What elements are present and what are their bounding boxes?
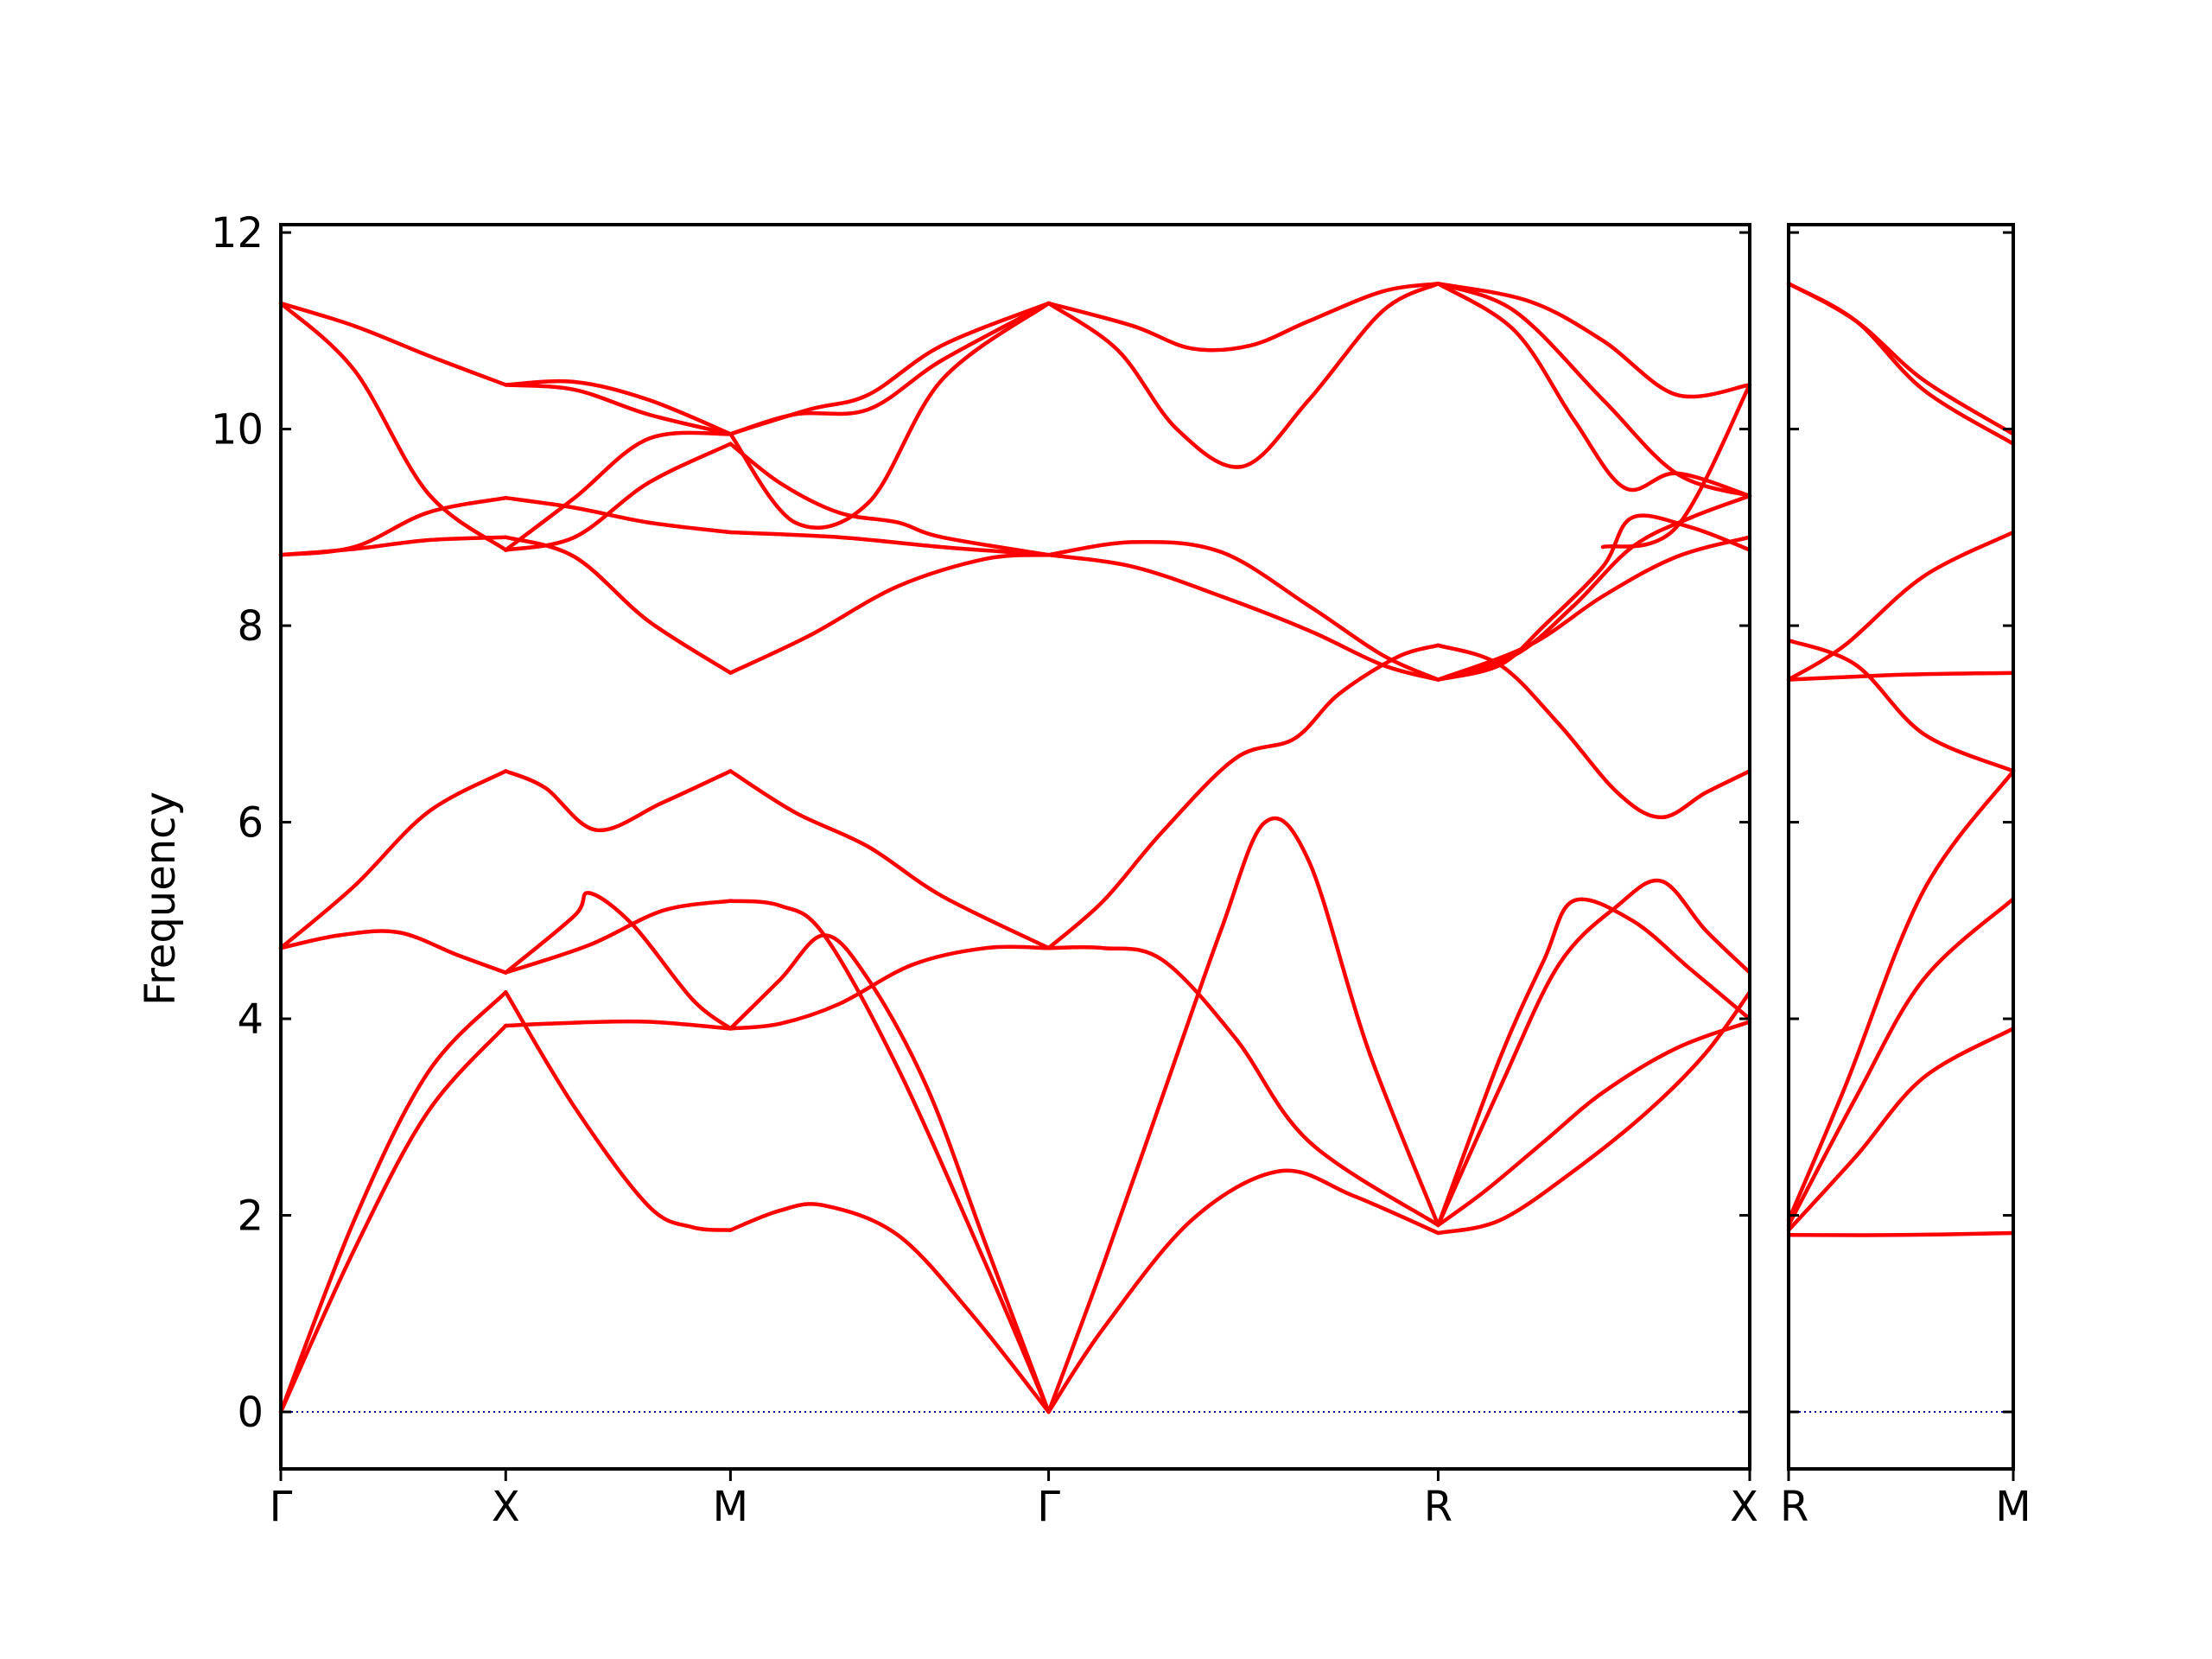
phonon-band-main-4 xyxy=(1436,1020,1752,1228)
phonon-band-main-26 xyxy=(1046,539,1440,682)
y-tick-label: 12 xyxy=(211,209,264,257)
phonon-band-main-24 xyxy=(504,535,733,675)
phonon-band-main-13 xyxy=(1046,816,1440,1414)
phonon-band-main-28 xyxy=(278,495,508,557)
phonon-band-main-30 xyxy=(728,530,1051,557)
phonon-band-right-6 xyxy=(1786,530,2016,682)
phonon-band-main-12 xyxy=(728,899,1051,1414)
phonon-band-main-46 xyxy=(504,378,733,436)
phonon-band-right-4 xyxy=(1786,638,2016,773)
x-tick-label: Γ xyxy=(270,1483,293,1531)
phonon-band-main-8 xyxy=(1046,1168,1440,1414)
phonon-band-main-48 xyxy=(1436,281,1752,499)
y-tick-label: 0 xyxy=(237,1389,264,1437)
phonon-band-main-9 xyxy=(1436,990,1752,1236)
phonon-band-main-1 xyxy=(504,1019,733,1031)
phonon-band-right-0 xyxy=(1786,1230,2016,1237)
x-tick-label: X xyxy=(492,1483,520,1531)
phonon-band-main-47 xyxy=(728,301,1051,530)
phonon-band-main-41 xyxy=(278,301,508,552)
phonon-band-main-6 xyxy=(504,990,733,1232)
phonon-band-main-31 xyxy=(1046,552,1440,682)
y-axis-title: Frequency xyxy=(137,791,185,1006)
phonon-band-main-14 xyxy=(1436,897,1752,1228)
phonon-band-right-5 xyxy=(1786,671,2016,682)
plot-frame-right xyxy=(1787,223,2015,1471)
phonon-band-main-17 xyxy=(728,769,1051,950)
y-tick-label: 6 xyxy=(237,799,264,848)
phonon-band-main-22 xyxy=(1436,878,1752,1228)
phonon-band-right-8 xyxy=(1786,281,2016,436)
phonon-band-main-15 xyxy=(278,769,508,950)
phonon-band-main-36 xyxy=(278,301,508,387)
x-tick-label: R xyxy=(1424,1483,1452,1531)
x-tick-label: Γ xyxy=(1037,1483,1060,1531)
phonon-band-main-39 xyxy=(1046,281,1440,353)
y-tick-label: 4 xyxy=(237,995,264,1044)
phonon-band-main-20 xyxy=(504,891,733,1031)
phonon-band-main-11 xyxy=(504,899,733,975)
phonon-band-main-16 xyxy=(504,769,733,833)
phonon-band-right-2 xyxy=(1786,897,2016,1228)
phonon-band-right-3 xyxy=(1786,769,2016,1223)
phonon-band-right-1 xyxy=(1786,1027,2016,1232)
phonon-band-main-42 xyxy=(504,430,733,552)
main-band-panel: 0 2 4 6 8 10 12 Γ X M Γ R X xyxy=(211,209,1758,1531)
phonon-band-main-29 xyxy=(504,495,733,535)
phonon-band-main-27 xyxy=(1436,535,1752,682)
phonon-band-main-0 xyxy=(278,1023,508,1414)
y-tick-label: 10 xyxy=(211,406,264,454)
phonon-band-main-43 xyxy=(728,301,1051,436)
y-tick-label: 8 xyxy=(237,602,264,651)
phonon-band-main-21 xyxy=(728,933,1051,1414)
phonon-band-main-35 xyxy=(1436,513,1752,682)
phonon-band-main-2 xyxy=(728,944,1051,1031)
phonon-band-main-40 xyxy=(1436,281,1752,399)
x-tick-label: X xyxy=(1730,1483,1758,1531)
x-tick-label: M xyxy=(713,1483,748,1531)
plot-frame-main xyxy=(279,223,1751,1471)
phonon-band-main-3 xyxy=(1046,944,1440,1228)
phonon-band-main-10 xyxy=(278,929,508,975)
phonon-band-main-7 xyxy=(728,1202,1051,1414)
phonon-band-main-33 xyxy=(504,442,733,552)
phonon-band-main-5 xyxy=(278,990,508,1414)
phonon-band-main-37 xyxy=(504,383,733,436)
x-tick-label: R xyxy=(1780,1483,1808,1531)
phonon-band-main-25 xyxy=(728,552,1051,675)
x-tick-label: M xyxy=(1995,1483,2031,1531)
phonon-band-main-49 xyxy=(1600,383,1752,550)
phonon-band-main-44 xyxy=(1046,281,1440,469)
phonon-band-main-32 xyxy=(1436,493,1752,682)
y-tick-label: 2 xyxy=(237,1192,264,1241)
phonon-band-main-34 xyxy=(728,442,1051,557)
